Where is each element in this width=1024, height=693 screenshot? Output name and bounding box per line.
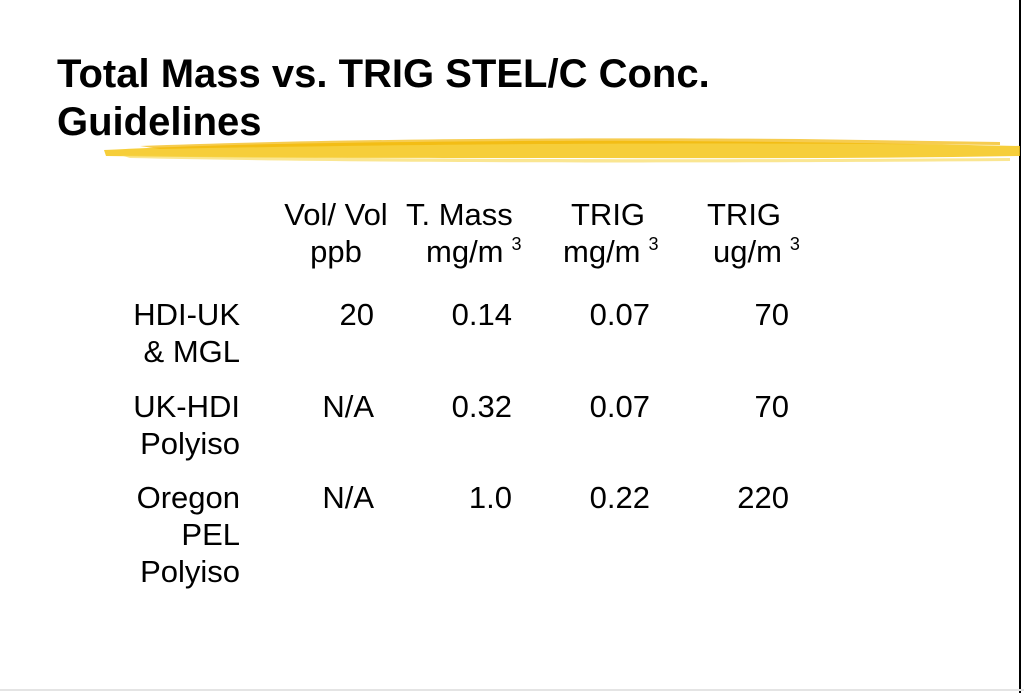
header-total-mass-top: T. Mass	[406, 197, 513, 232]
header-vol-vol-unit: ppb	[310, 234, 362, 269]
cell-oregon-trig-mg: 0.22	[589, 480, 650, 515]
header-trig-mg-exponent: 3	[648, 234, 659, 254]
header-vol-vol: Vol/ Vol ppb	[276, 196, 396, 270]
header-total-mass-unit: mg/m 3	[426, 234, 522, 269]
header-trig-ug: TRIG ug/m 3	[707, 196, 827, 275]
header-trig-ug-unit: ug/m 3	[713, 234, 800, 269]
cell-uk-hdi-tmass: 0.32	[451, 389, 512, 424]
slide-title: Total Mass vs. TRIG STEL/C Conc. Guideli…	[57, 50, 710, 146]
cell-oregon-trig-ug: 220	[737, 480, 789, 515]
header-trig-mg-unit: mg/m 3	[563, 234, 659, 269]
header-trig-mg: TRIG mg/m 3	[563, 196, 683, 275]
cell-uk-hdi-vol: N/A	[322, 389, 374, 424]
cell-hdi-uk-vol: 20	[339, 297, 374, 332]
row-label-hdi-uk-mgl: HDI-UK & MGL	[133, 297, 240, 369]
cell-uk-hdi-trig-ug: 70	[754, 389, 789, 424]
cell-oregon-vol: N/A	[322, 480, 374, 515]
header-trig-ug-exponent: 3	[789, 234, 800, 254]
slide-title-line-2: Guidelines	[57, 100, 262, 144]
cell-hdi-uk-trig-mg: 0.07	[589, 297, 650, 332]
cell-uk-hdi-trig-mg: 0.07	[589, 389, 650, 424]
row-label-uk-hdi-polyiso: UK-HDI Polyiso	[133, 389, 240, 461]
header-total-mass-exponent: 3	[511, 234, 522, 254]
header-trig-mg-top: TRIG	[571, 197, 646, 232]
cell-oregon-tmass: 1.0	[468, 480, 512, 515]
title-highlighter-stroke	[104, 138, 1020, 163]
slide-right-border	[1019, 0, 1021, 693]
slide-title-line-1: Total Mass vs. TRIG STEL/C Conc.	[57, 52, 710, 96]
header-trig-ug-top: TRIG	[707, 197, 782, 232]
row-label-oregon-pel-polyiso: Oregon PEL Polyiso	[136, 480, 240, 589]
header-total-mass: T. Mass mg/m 3	[404, 196, 544, 275]
cell-hdi-uk-trig-ug: 70	[754, 297, 789, 332]
slide-bottom-border	[0, 689, 1024, 691]
cell-hdi-uk-tmass: 0.14	[451, 297, 512, 332]
header-vol-vol-top: Vol/ Vol	[284, 197, 388, 232]
